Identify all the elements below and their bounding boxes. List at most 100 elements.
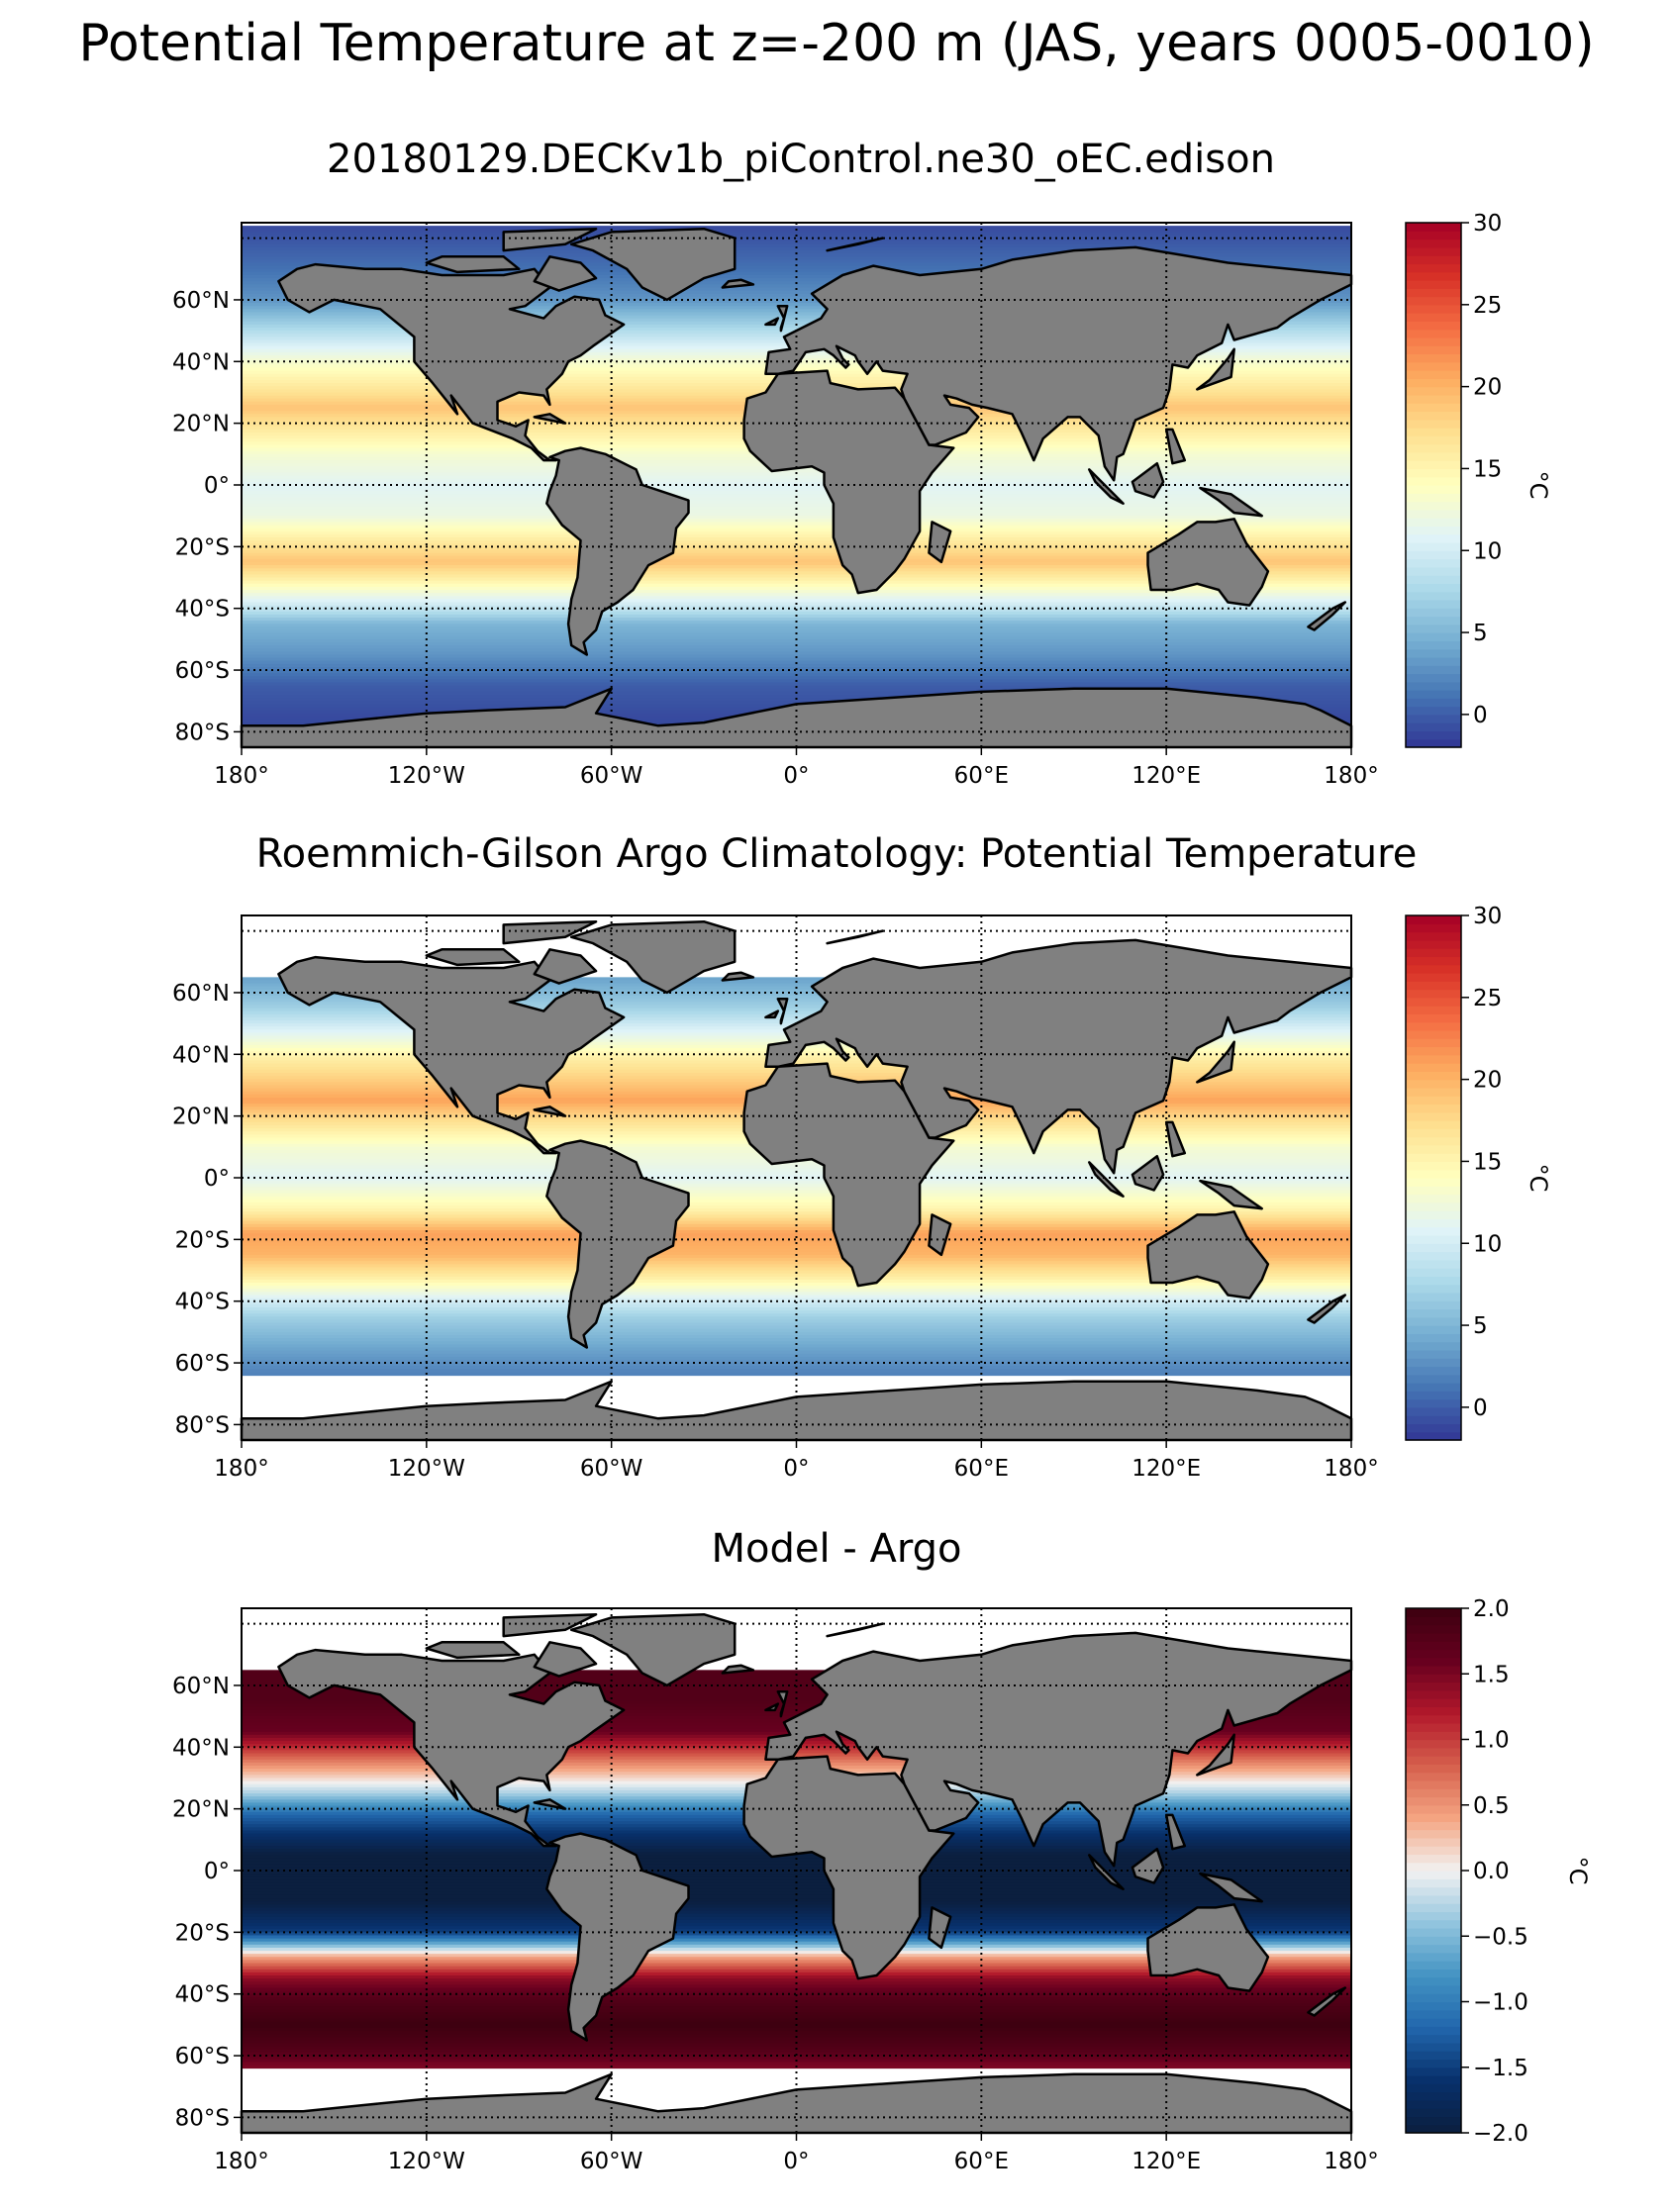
colorbar-segment [1406,981,1461,991]
colorbar-segment [1406,1632,1461,1642]
ocean-band [242,565,1351,569]
colorbar-segment [1406,419,1461,429]
ocean-band [242,605,1351,610]
colorbar-segment [1406,541,1461,551]
colorbar-segment [1406,1961,1461,1970]
colorbar-tick-label: 2.0 [1473,1598,1510,1622]
ocean-band [242,682,1351,687]
colorbar-tick-label: 25 [1473,986,1502,1011]
land-polygon [764,245,1353,482]
ocean-band [242,284,1351,289]
ocean-band [242,240,1351,245]
colorbar-segment [1406,599,1461,609]
colorbar-segment [1406,428,1461,436]
ocean-band [242,1303,1351,1308]
colorbar-segment [1406,1210,1461,1220]
colorbar-segment [1406,738,1461,748]
colorbar-segment [1406,1128,1461,1138]
y-tick-label: 60°S [175,1351,230,1377]
ocean-band [242,1913,1351,1918]
x-tick-label: 0° [783,1456,809,1482]
ocean-band [242,555,1351,560]
colorbar-segment [1406,1398,1461,1408]
colorbar-segment [1406,2026,1461,2036]
y-tick-label: 40°N [172,1735,230,1761]
ocean-band [242,1279,1351,1284]
ocean-band [242,1855,1351,1860]
y-tick-label: 0° [204,473,230,499]
ocean-band [242,2012,1351,2017]
colorbar-segment [1406,2001,1461,2011]
ocean-band [242,312,1351,317]
colorbar-tick-label: 0 [1473,1395,1488,1421]
ocean-band [242,1369,1351,1374]
colorbar-segment [1406,533,1461,543]
colorbar-segment [1406,1226,1461,1236]
land-polygon [826,237,884,252]
y-tick-label: 80°S [175,720,230,745]
colorbar-segment [1406,550,1461,560]
ocean-band [242,1316,1351,1321]
ocean-band [242,2031,1351,2035]
colorbar-segment [1406,1756,1461,1765]
land-polygon [1199,1179,1263,1210]
colorbar-segment [1406,2091,1461,2101]
colorbar-segment [1406,1993,1461,2003]
colorbar-segment [1406,1944,1461,1954]
colorbar-segment [1406,681,1461,691]
ocean-band [242,561,1351,566]
ocean-band [242,651,1351,656]
ocean-band [242,1929,1351,1933]
colorbar-segment [1406,493,1461,503]
panel-model-map: 180° 120°W 60°W 0° 60°E 120°E 180° 80°S 60°S 40°S… [172,213,1552,789]
ocean-band [242,1171,1351,1176]
ocean-band [242,999,1351,1003]
colorbar-segment [1406,730,1461,740]
land-polygon [1199,486,1263,518]
ocean-band [242,1682,1351,1686]
ocean-band [242,1691,1351,1695]
panel-3-title: Model - Argo [711,1526,962,1572]
colorbar-segment [1406,321,1461,331]
x-tick-label: 60°E [954,763,1009,789]
ocean-band [242,2003,1351,2007]
ocean-band [242,509,1351,514]
colorbar-segment [1406,1079,1461,1089]
colorbar-segment [1406,370,1461,379]
ocean-band [242,701,1351,705]
ocean-band [242,543,1351,547]
ocean-band [242,1907,1351,1912]
colorbar-segment [1406,296,1461,306]
ocean-band [242,1214,1351,1219]
ocean-band [242,1871,1351,1875]
colorbar-segment [1406,1186,1461,1196]
land-polygon [502,227,598,252]
colorbar-segment [1406,1259,1461,1269]
land-polygon [425,1641,521,1660]
colorbar-segment [1406,665,1461,675]
ocean-band [242,1251,1351,1256]
land-polygon [826,929,884,945]
ocean-band [242,1996,1351,2001]
colorbar-tick-label: 5 [1473,1313,1488,1339]
colorbar-segment [1406,1406,1461,1416]
land-polygon [1146,1903,1270,1992]
colorbar-segment [1406,1911,1461,1921]
colorbar-segment [1406,989,1461,999]
land-polygon [776,304,789,333]
ocean-band [242,1168,1351,1173]
ocean-band [242,1060,1351,1065]
y-tick-label: 40°S [175,1982,230,2008]
colorbar-segment [1406,361,1461,371]
ocean-band [242,306,1351,310]
colorbar-segment [1406,2116,1461,2126]
ocean-band [242,1310,1351,1314]
colorbar-segment [1406,2067,1461,2076]
colorbar-segment [1406,1952,1461,1962]
colorbar-segment [1406,2059,1461,2068]
panel-argo-map: 180° 120°W 60°W 0° 60°E 120°E 180° 80°S 60°S 40°S… [172,906,1552,1482]
colorbar-segment [1406,1657,1461,1667]
colorbar-tick-label: 10 [1473,1231,1502,1257]
ocean-band [242,1335,1351,1339]
x-tick-label: 120°W [388,2149,465,2174]
